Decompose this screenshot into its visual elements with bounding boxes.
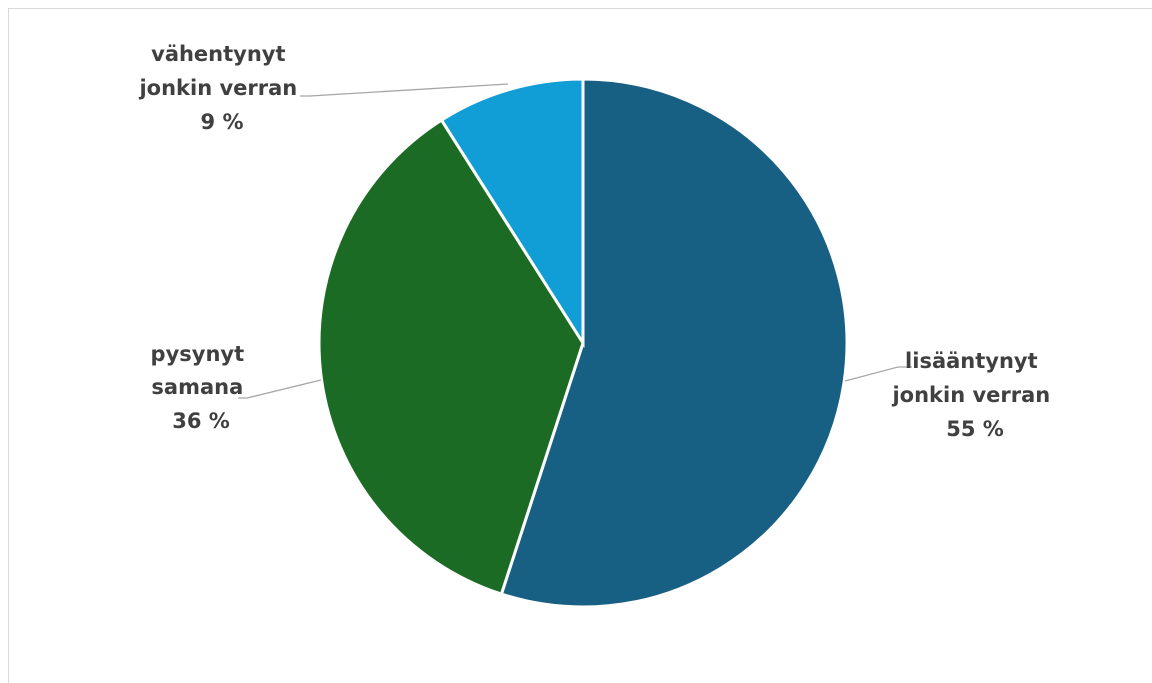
pie-slices bbox=[317, 77, 849, 609]
label-slice-1: lisääntynyt jonkin verran 55 % bbox=[891, 349, 1057, 441]
label-slice-3-value: 9 % bbox=[201, 110, 244, 134]
label-slice-3-line-1: vähentynyt bbox=[151, 42, 285, 66]
leader-lines bbox=[238, 83, 912, 399]
label-slice-3-line-2: jonkin verran bbox=[138, 76, 297, 100]
leader-line-slice-3 bbox=[300, 83, 509, 97]
label-slice-2-line-2: samana bbox=[151, 375, 243, 399]
pie-slice-3 bbox=[439, 77, 585, 349]
label-slice-1-line-2: jonkin verran bbox=[891, 383, 1050, 407]
chart-area bbox=[8, 8, 1152, 683]
label-slice-2-line-1: pysynyt bbox=[151, 342, 245, 366]
pie-slice-1 bbox=[499, 77, 849, 609]
leader-line-slice-1 bbox=[844, 366, 912, 382]
label-slice-1-value: 55 % bbox=[946, 417, 1004, 441]
label-slice-2-value: 36 % bbox=[172, 409, 230, 433]
label-slice-3: vähentynyt jonkin verran 9 % bbox=[138, 42, 304, 134]
label-slice-2: pysynyt samana 36 % bbox=[151, 342, 252, 433]
pie-slice-2 bbox=[317, 118, 585, 596]
leader-line-slice-2 bbox=[238, 379, 322, 399]
label-slice-1-line-1: lisääntynyt bbox=[905, 349, 1038, 373]
